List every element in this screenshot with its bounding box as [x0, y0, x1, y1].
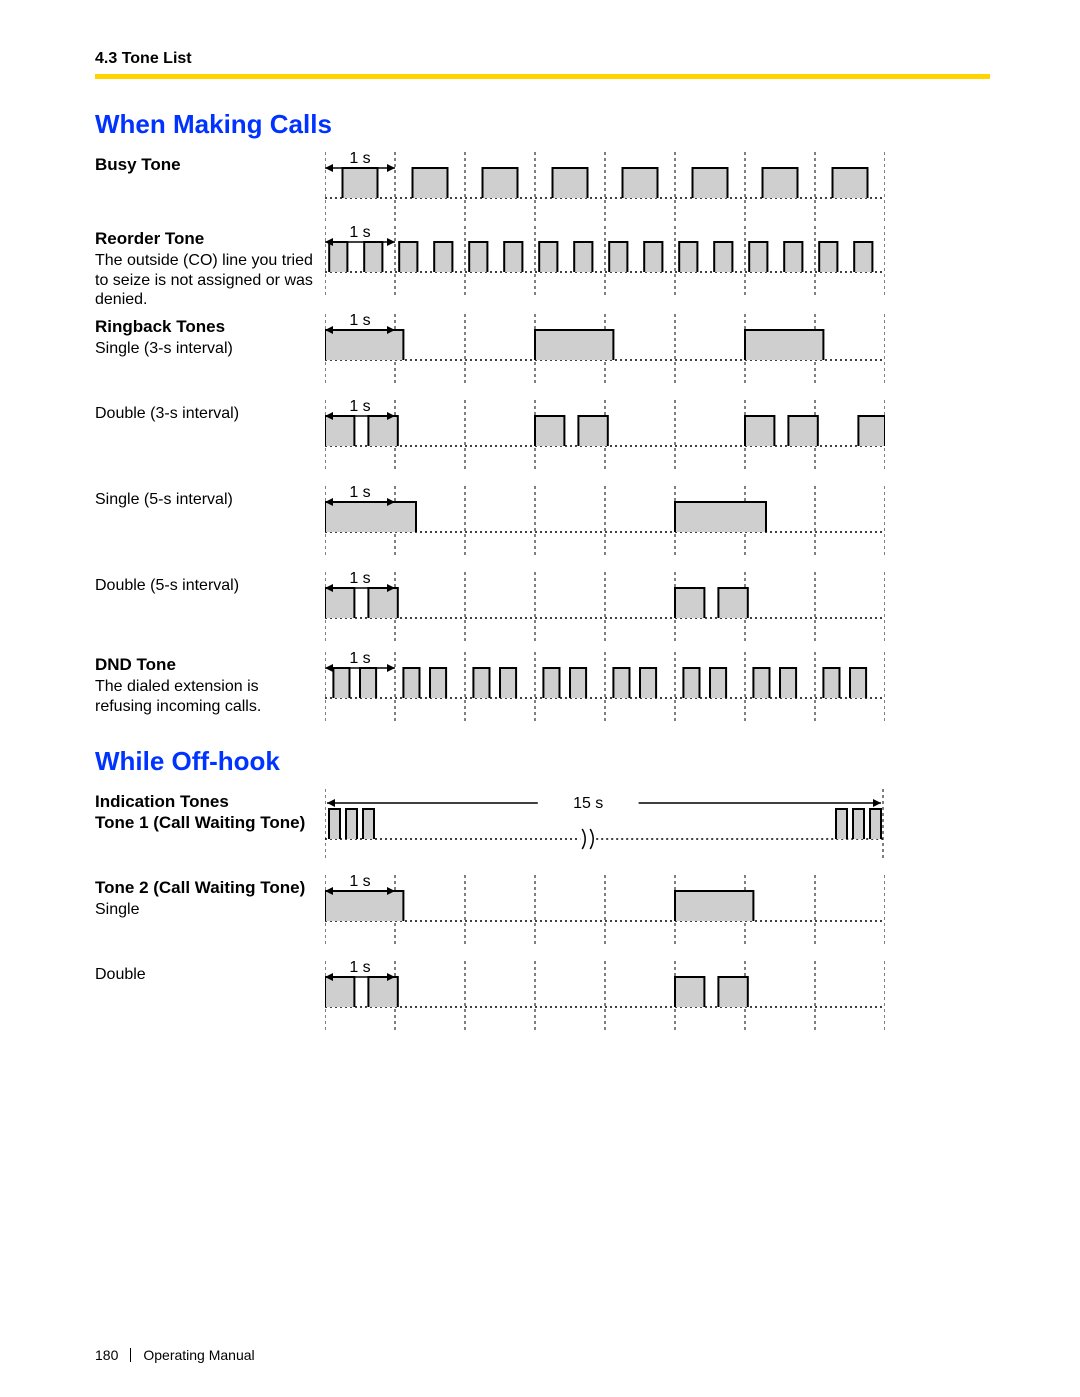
reorder-tone-desc: The outside (CO) line you tried to seize… — [95, 251, 315, 310]
header-rule — [95, 74, 990, 79]
page-number: 180 — [95, 1347, 118, 1363]
svg-text:1 s: 1 s — [349, 486, 370, 501]
dnd-tone-desc: The dialed extension is refusing incomin… — [95, 677, 315, 716]
header-section-label: 4.3 Tone List — [95, 50, 990, 68]
tone1-cw-label: Tone 1 (Call Waiting Tone) — [95, 812, 315, 833]
busy-tone-label: Busy Tone — [95, 154, 315, 175]
tone2-double-label: Double — [95, 965, 315, 985]
footer-text: Operating Manual — [143, 1347, 254, 1363]
tone-row-ringback-d5: Double (5-s interval) 1 s — [95, 572, 990, 642]
tone2-single-label: Single — [95, 900, 315, 920]
ringback-tones-label: Ringback Tones — [95, 316, 315, 337]
ringback-s5-label: Single (5-s interval) — [95, 490, 315, 510]
ringback-d3-diagram: 1 s — [325, 400, 990, 470]
reorder-tone-label: Reorder Tone — [95, 228, 315, 249]
tone-row-indication-t1: Indication Tones Tone 1 (Call Waiting To… — [95, 789, 990, 861]
tone-row-ringback-d3: Double (3-s interval) 1 s — [95, 400, 990, 470]
tone-row-t2-double: Double 1 s — [95, 961, 990, 1031]
page-footer: 180 Operating Manual — [95, 1347, 255, 1363]
svg-text:1 s: 1 s — [349, 652, 370, 667]
reorder-tone-diagram: 1 s — [325, 226, 990, 296]
svg-text:1 s: 1 s — [349, 400, 370, 415]
footer-divider — [130, 1348, 131, 1362]
ringback-d3-label: Double (3-s interval) — [95, 404, 315, 424]
tone1-cw-diagram: 15 s — [325, 789, 990, 861]
svg-text:1 s: 1 s — [349, 226, 370, 241]
dnd-tone-label: DND Tone — [95, 654, 315, 675]
section-making-calls-title: When Making Calls — [95, 109, 990, 140]
svg-text:1 s: 1 s — [349, 314, 370, 329]
tone-row-ringback-s5: Single (5-s interval) 1 s — [95, 486, 990, 556]
tone2-cw-label: Tone 2 (Call Waiting Tone) — [95, 877, 315, 898]
section-off-hook-title: While Off-hook — [95, 746, 990, 777]
ringback-s3-label: Single (3-s interval) — [95, 339, 315, 359]
indication-tones-label: Indication Tones — [95, 791, 315, 812]
svg-text:1 s: 1 s — [349, 152, 370, 167]
tone-row-ringback-s3: Ringback Tones Single (3-s interval) 1 s — [95, 314, 990, 384]
dnd-tone-diagram: 1 s — [325, 652, 990, 722]
ringback-s3-diagram: 1 s — [325, 314, 990, 384]
svg-text:1 s: 1 s — [349, 875, 370, 890]
tone-row-busy: Busy Tone 1 s — [95, 152, 990, 222]
tone-row-t2-single: Tone 2 (Call Waiting Tone) Single 1 s — [95, 875, 990, 945]
tone-row-reorder: Reorder Tone The outside (CO) line you t… — [95, 226, 990, 310]
ringback-d5-label: Double (5-s interval) — [95, 576, 315, 596]
tone2-double-diagram: 1 s — [325, 961, 990, 1031]
svg-text:1 s: 1 s — [349, 572, 370, 587]
svg-text:1 s: 1 s — [349, 961, 370, 976]
ringback-d5-diagram: 1 s — [325, 572, 990, 642]
ringback-s5-diagram: 1 s — [325, 486, 990, 556]
tone-row-dnd: DND Tone The dialed extension is refusin… — [95, 652, 990, 722]
tone2-single-diagram: 1 s — [325, 875, 990, 945]
busy-tone-diagram: 1 s — [325, 152, 990, 222]
svg-text:15 s: 15 s — [573, 795, 603, 812]
